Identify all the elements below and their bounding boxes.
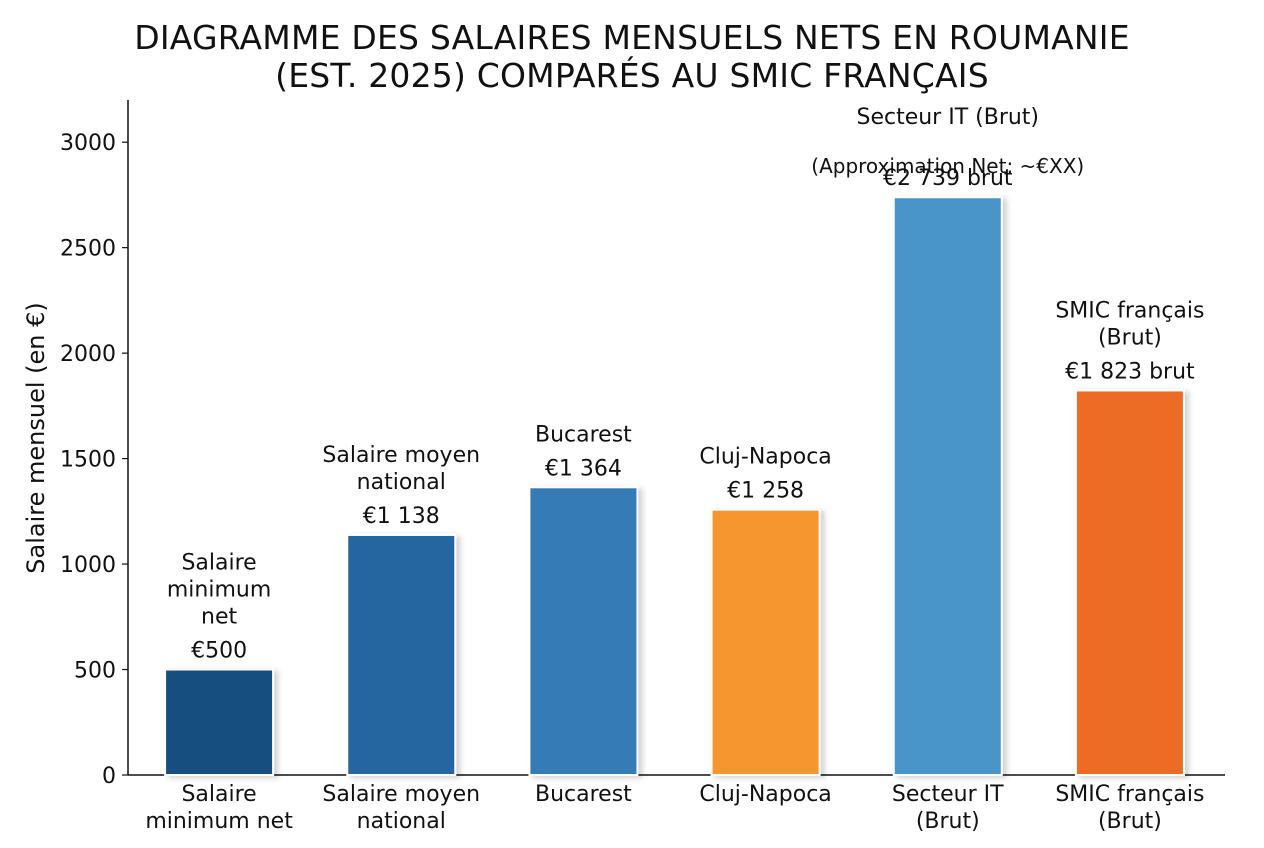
bar bbox=[710, 508, 821, 776]
bars bbox=[164, 196, 1185, 776]
bar-annotation: Cluj-Napoca bbox=[699, 445, 831, 470]
bar-annotation: net bbox=[201, 605, 237, 630]
bar-annotation: Secteur IT (Brut) bbox=[856, 105, 1039, 130]
value-label: €500 bbox=[191, 639, 247, 664]
bar bbox=[528, 486, 639, 776]
y-tick-label: 1500 bbox=[60, 448, 116, 473]
x-tick-label: Secteur IT bbox=[892, 782, 1004, 807]
y-tick-label: 3000 bbox=[60, 131, 116, 156]
bar-annotation: Salaire bbox=[181, 551, 256, 576]
y-tick-label: 2500 bbox=[60, 237, 116, 262]
axes: 0 500 1000 1500 2000 2500 3000 bbox=[60, 100, 1225, 789]
y-tick-label: 0 bbox=[102, 764, 116, 789]
bar bbox=[346, 533, 457, 776]
bar-annotation: SMIC français bbox=[1055, 298, 1204, 323]
value-label: €2 739 brut bbox=[883, 166, 1013, 191]
bar-annotation: (Brut) bbox=[1098, 325, 1162, 350]
x-tick-label: Cluj-Napoca bbox=[699, 782, 831, 807]
bar-annotation: Bucarest bbox=[535, 422, 632, 447]
bar-annotation: national bbox=[357, 470, 446, 495]
x-tick-label: (Brut) bbox=[916, 809, 980, 834]
bar bbox=[164, 668, 275, 776]
x-tick-label: national bbox=[357, 809, 446, 834]
chart-title-line-2: (EST. 2025) COMPARÉS AU SMIC FRANÇAIS bbox=[275, 56, 989, 95]
bar-annotation: minimum bbox=[167, 578, 271, 603]
y-axis-label: Salaire mensuel (en €) bbox=[22, 302, 50, 573]
value-label: €1 364 bbox=[545, 456, 622, 481]
value-label: €1 258 bbox=[727, 479, 804, 504]
y-tick-label: 1000 bbox=[60, 553, 116, 578]
value-label: €1 823 brut bbox=[1065, 359, 1195, 384]
x-tick-label: SMIC français bbox=[1055, 782, 1204, 807]
x-tick-label: (Brut) bbox=[1098, 809, 1162, 834]
value-label: €1 138 bbox=[363, 504, 440, 529]
bar-annotation: (Approximation Net: ~€XX) bbox=[811, 154, 1084, 178]
chart-title-line-1: DIAGRAMME DES SALAIRES MENSUELS NETS EN … bbox=[134, 18, 1130, 57]
y-tick-label: 500 bbox=[74, 659, 116, 684]
x-tick-label: Salaire bbox=[181, 782, 256, 807]
bar bbox=[892, 196, 1003, 776]
x-tick-label: Bucarest bbox=[535, 782, 632, 807]
x-tick-label: Salaire moyen bbox=[322, 782, 480, 807]
bar bbox=[1074, 389, 1185, 776]
x-tick-label: minimum net bbox=[145, 809, 293, 834]
bar-annotation: Salaire moyen bbox=[322, 443, 480, 468]
y-tick-label: 2000 bbox=[60, 342, 116, 367]
